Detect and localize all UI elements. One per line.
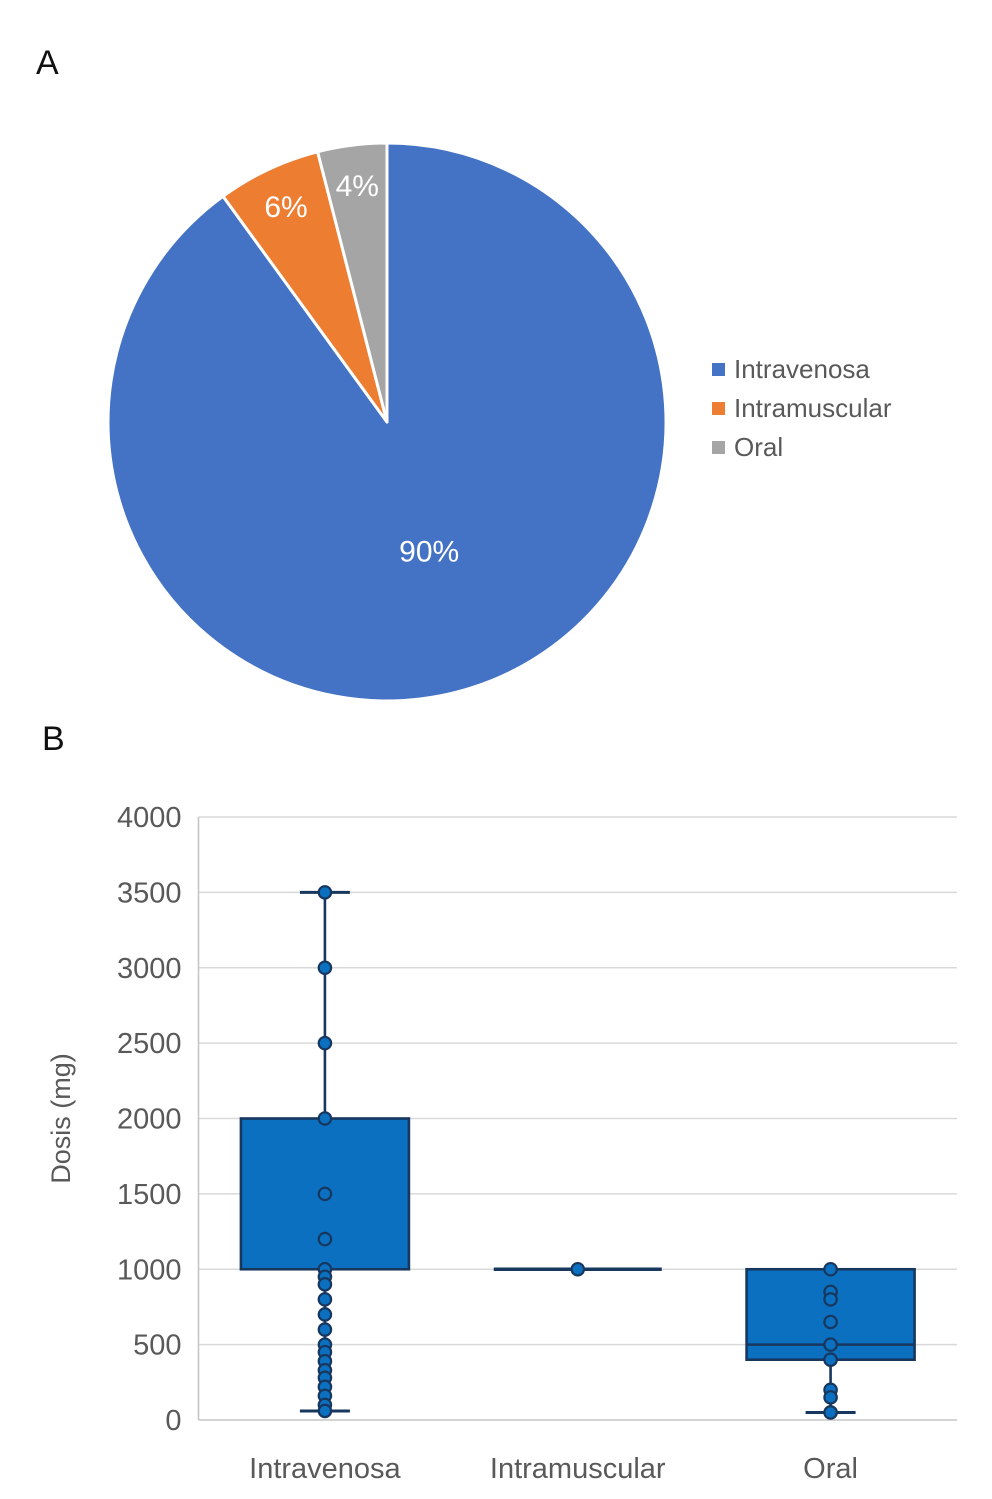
y-tick-label-1000: 1000 — [117, 1254, 182, 1286]
x-tick-label-intramuscular: Intramuscular — [490, 1453, 666, 1485]
data-point-intramuscular — [570, 1261, 586, 1277]
pie-slice-label-oral: 4% — [336, 170, 379, 203]
data-point-oral — [823, 1352, 838, 1367]
y-axis-title: Dosis (mg) — [46, 1053, 76, 1184]
data-point-oral — [823, 1390, 838, 1405]
data-point-intravenosa — [317, 885, 333, 900]
data-point-intravenosa — [317, 1277, 333, 1292]
data-point-oral — [823, 1337, 838, 1352]
legend-label-intramuscular: Intramuscular — [734, 393, 892, 423]
box-plot: 0 500 1000 1500 2000 2500 3000 3500 4000 Dosis (m… — [46, 802, 957, 1485]
legend-item-oral: Oral — [712, 434, 892, 460]
data-point-intravenosa — [317, 1111, 333, 1126]
data-point-oral — [823, 1292, 838, 1307]
data-point-intravenosa — [317, 1035, 333, 1051]
pie-slice-label-intramuscular: 6% — [264, 191, 307, 224]
data-point-intravenosa — [317, 1186, 333, 1202]
panel-b-label: B — [42, 720, 65, 758]
data-point-oral — [823, 1314, 838, 1330]
data-point-intravenosa — [317, 1231, 333, 1247]
y-tick-label-2500: 2500 — [117, 1028, 182, 1060]
data-point-intravenosa — [317, 1292, 333, 1307]
y-tick-label-0: 0 — [165, 1405, 181, 1437]
legend-swatch-intravenosa — [712, 362, 725, 376]
legend-label-oral: Oral — [734, 432, 784, 462]
data-point-oral — [823, 1261, 838, 1277]
legend-swatch-oral — [712, 440, 725, 454]
x-tick-label-intravenosa: Intravenosa — [249, 1453, 401, 1485]
y-tick-label-500: 500 — [133, 1330, 181, 1362]
panel-a-label: A — [36, 44, 59, 82]
data-point-intravenosa — [317, 960, 333, 976]
legend-label-intravenosa: Intravenosa — [734, 354, 870, 384]
pie-slice-label-intravenosa: 90% — [399, 536, 459, 569]
y-tick-label-2000: 2000 — [117, 1104, 182, 1136]
pie-slice-oral — [316, 141, 389, 424]
x-tick-label-oral: Oral — [803, 1453, 858, 1485]
pie-chart: 90% 6% 4% — [106, 141, 668, 703]
y-tick-label-4000: 4000 — [117, 802, 182, 834]
legend-swatch-intramuscular — [712, 401, 725, 415]
y-tick-label-3000: 3000 — [117, 953, 182, 985]
y-tick-label-3500: 3500 — [117, 877, 182, 909]
data-point-oral — [823, 1405, 838, 1420]
y-tick-label-1500: 1500 — [117, 1179, 182, 1211]
pie-legend: Intravenosa Intramuscular Oral — [712, 356, 892, 460]
data-point-intravenosa — [317, 1403, 333, 1419]
data-point-intravenosa — [317, 1307, 333, 1322]
legend-item-intravenosa: Intravenosa — [712, 356, 892, 382]
legend-item-intramuscular: Intramuscular — [712, 395, 892, 421]
data-point-intravenosa — [317, 1322, 333, 1337]
